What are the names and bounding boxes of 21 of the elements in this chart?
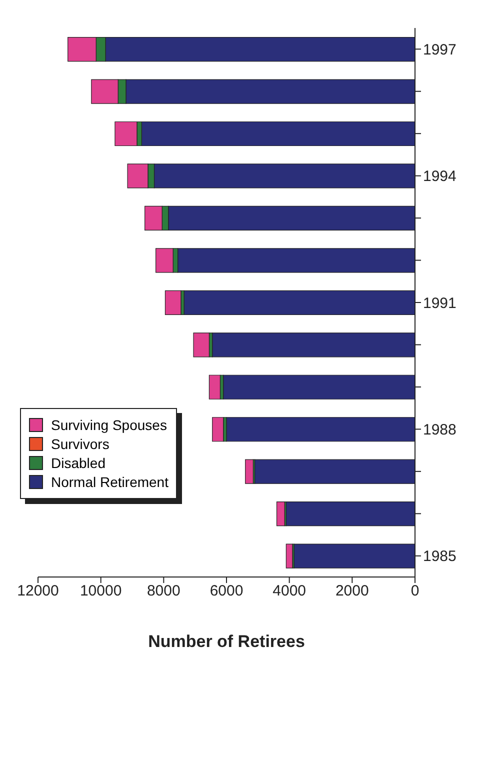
bar <box>208 374 221 400</box>
x-tick-label: 6000 <box>210 582 244 600</box>
x-axis-title: Number of Retirees <box>148 632 305 651</box>
y-tick-label: 1997 <box>423 41 456 58</box>
x-tick-label: 0 <box>410 582 420 600</box>
x-tick-label: 10000 <box>80 582 122 600</box>
y-tick-label: 1988 <box>423 422 456 439</box>
legend-label: Normal Retirement <box>51 474 168 490</box>
bar <box>212 417 224 442</box>
y-tick-label: 1994 <box>423 168 456 186</box>
y-tick-label: 1985 <box>423 548 456 566</box>
x-tick-label: 4000 <box>272 582 306 600</box>
bar <box>164 290 182 315</box>
x-tick-label: 2000 <box>335 582 369 600</box>
legend-label: Surviving Spouses <box>51 417 167 433</box>
x-tick-label: 8000 <box>146 582 180 600</box>
x-tick-label: 12000 <box>17 582 59 600</box>
y-tick-label: 1991 <box>423 294 456 312</box>
legend-label: Disabled <box>51 455 106 471</box>
bar <box>193 332 210 358</box>
legend-label: Survivors <box>51 436 110 452</box>
